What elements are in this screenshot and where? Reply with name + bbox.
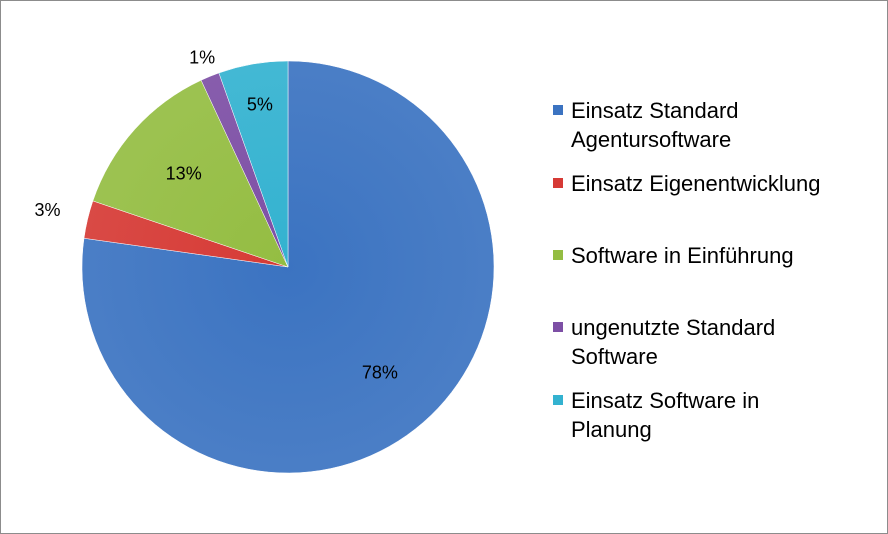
legend-item-planung: Einsatz Software in Planung [553,386,759,444]
pie-label-einfuehrung: 13% [166,164,202,184]
pie-label-eigenentwicklung: 3% [34,200,60,220]
legend-swatch-ungenutzte-software [553,322,563,332]
legend-label-eigenentwicklung: Einsatz Eigenentwicklung [571,171,821,196]
legend-item-ungenutzte-software: ungenutzte Standard Software [553,313,775,371]
pie-label-ungenutzte-software: 1% [189,47,215,67]
legend-item-einfuehrung: Software in Einführung [553,241,794,270]
legend-item-standard-agentursoftware: Einsatz Standard Agentursoftware [553,96,739,154]
legend-label-standard-agentursoftware: Einsatz Standard Agentursoftware [571,98,739,152]
pie-slice-einfuehrung [92,79,289,268]
legend-label-ungenutzte-software: ungenutzte Standard Software [571,315,776,369]
legend-swatch-planung [553,395,563,405]
pie-label-planung: 5% [247,95,273,115]
legend-label-einfuehrung: Software in Einführung [571,243,794,268]
legend-swatch-standard-agentursoftware [553,105,563,115]
pie-label-standard-agentursoftware: 78% [362,363,398,383]
legend-swatch-eigenentwicklung [553,178,563,188]
legend-label-planung: Einsatz Software in Planung [571,388,760,442]
legend-item-eigenentwicklung: Einsatz Eigenentwicklung [553,169,820,198]
pie-slice-planung [218,60,289,268]
legend-swatch-einfuehrung [553,250,563,260]
